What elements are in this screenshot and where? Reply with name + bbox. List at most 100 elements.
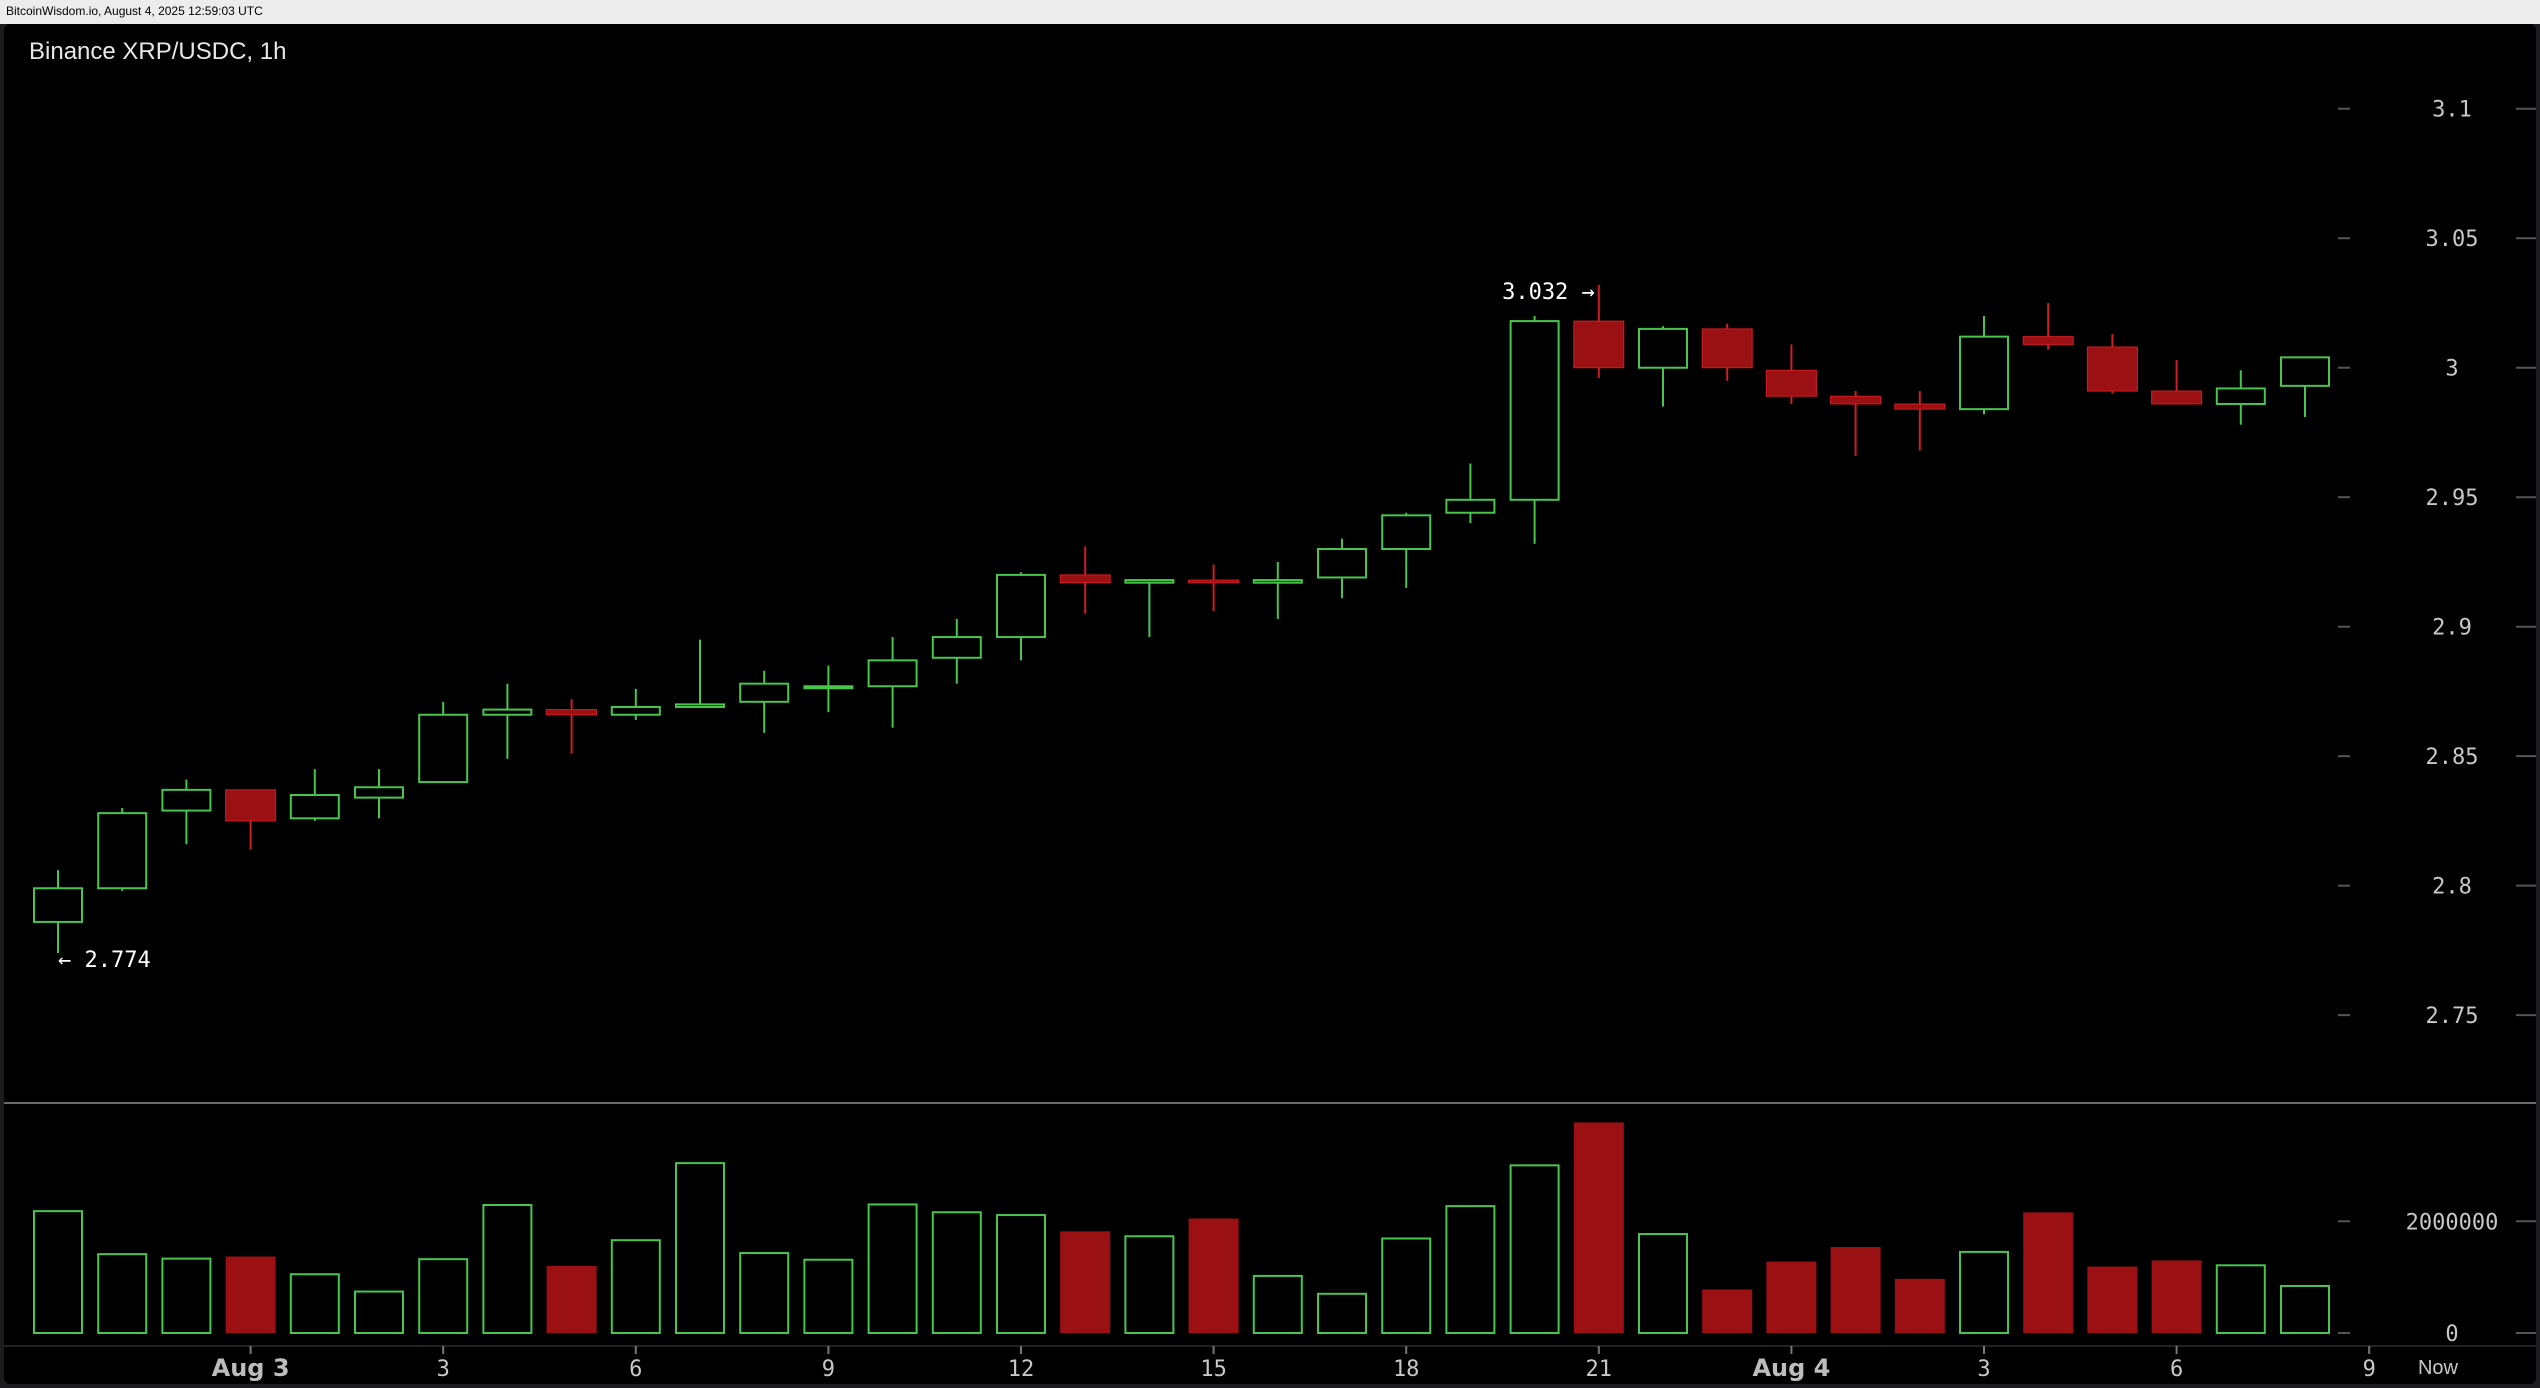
volume-bar-up [33,1210,83,1334]
volume-bar-down [225,1256,276,1333]
candle-body [1959,335,2009,411]
high-price-annotation: 3.032 → [1502,280,1595,305]
candle-body [1573,320,1625,369]
price-tick-label: 2.75 [2426,1004,2479,1029]
candle-up[interactable] [931,618,982,684]
candle-body [97,812,148,890]
candle-up[interactable] [354,769,404,819]
volume-bar-up [675,1162,725,1335]
candle-up[interactable] [33,870,83,953]
candle-down[interactable] [1830,391,1882,456]
x-tick-label: Aug 4 [1752,1354,1830,1382]
candle-down[interactable] [1188,564,1240,612]
volume-bar-up [1381,1237,1432,1334]
volume-bar-down [1702,1289,1753,1333]
x-tick-label: 21 [1586,1357,1613,1382]
candle-body [1317,548,1367,579]
volume-bar-down [2023,1212,2074,1333]
candle-up[interactable] [2215,370,2266,425]
volume-bar-down [2087,1266,2138,1333]
candle-up[interactable] [97,807,148,891]
candle-up[interactable] [161,779,212,845]
low-price-annotation: ← 2.774 [58,948,151,973]
volume-bar-up [1124,1235,1175,1334]
volume-bar-down [1894,1278,1945,1333]
candle-up[interactable] [1445,463,1496,524]
candle-up[interactable] [1638,326,1688,407]
volume-bar-up [2215,1264,2266,1334]
top-bar: BitcoinWisdom.io, August 4, 2025 12:59:0… [0,0,2540,24]
candle-up[interactable] [1509,315,1560,544]
price-tick-label: 2.85 [2426,745,2479,770]
x-tick-label: Aug 3 [212,1354,290,1382]
x-tick-label: 12 [1008,1357,1035,1382]
candle-body [2022,336,2074,345]
volume-bar-up [1959,1250,2009,1334]
candle-up[interactable] [996,572,1046,661]
volume-bar-up [97,1253,148,1334]
candle-up[interactable] [2280,356,2330,417]
volume-bar-up [418,1258,469,1334]
candle-down[interactable] [1059,546,1111,614]
candle-down[interactable] [1573,284,1625,379]
candle-up[interactable] [610,688,661,720]
volume-bar-up [289,1273,340,1334]
price-tick-label: 2.8 [2432,875,2472,900]
candle-up[interactable] [482,683,533,759]
candle-body [418,713,469,784]
chart-title: Binance XRP/USDC, 1h [29,38,286,65]
candle-body [1059,574,1111,584]
candlestick-chart[interactable]: Binance XRP/USDC, 1h 3.1 3.05 3 2.95 2.9 2.85… [4,24,2536,1384]
candle-up[interactable] [1317,538,1367,599]
volume-bar-up [1317,1292,1367,1335]
volume-bar-up [996,1214,1046,1335]
candle-down[interactable] [2086,334,2138,394]
volume-tick-label: 2000000 [2406,1210,2499,1235]
candle-down[interactable] [1894,391,1946,451]
candle-up[interactable] [867,637,918,728]
candle-up[interactable] [418,701,469,784]
volume-bar-up [161,1257,212,1334]
volume-bar-down [2151,1260,2202,1333]
candle-body [1765,369,1817,397]
candle-body [482,708,533,716]
volume-bar-down [1188,1218,1239,1333]
candle-body [610,705,661,716]
candle-body [675,703,725,708]
candle-body [1894,403,1946,410]
candle-down[interactable] [225,789,277,850]
candle-up[interactable] [289,769,340,821]
candle-down[interactable] [2151,359,2203,405]
x-tick-label: 6 [629,1357,642,1382]
volume-bar-up [1252,1274,1303,1335]
candle-body [2280,356,2330,387]
candle-body [1445,498,1496,514]
candle-up[interactable] [1959,315,2009,415]
candle-body [996,573,1046,639]
candle-body [2151,390,2203,405]
candle-up[interactable] [675,639,725,708]
candle-body [1701,328,1753,369]
candle-up[interactable] [803,665,854,713]
candle-body [931,636,982,659]
volume-bar-up [803,1258,854,1335]
candle-down[interactable] [546,699,598,754]
candle-body [1188,579,1240,584]
candle-up[interactable] [1124,579,1175,638]
x-tick-label: 3 [1977,1357,1990,1382]
candle-down[interactable] [1701,323,1753,381]
source-timestamp: BitcoinWisdom.io, August 4, 2025 12:59:0… [6,4,263,18]
candle-up[interactable] [739,670,790,733]
candle-body [803,685,854,690]
candle-up[interactable] [1381,512,1432,588]
volume-bar-down [1060,1231,1111,1333]
candle-body [867,659,918,688]
candle-down[interactable] [2022,302,2074,350]
volume-bar-up [610,1239,661,1334]
candle-up[interactable] [1252,561,1303,619]
candle-body [546,709,598,716]
volume-bar-up [1445,1205,1496,1335]
candle-down[interactable] [1765,344,1817,404]
x-tick-label: 9 [2363,1357,2376,1382]
candle-body [161,788,212,812]
